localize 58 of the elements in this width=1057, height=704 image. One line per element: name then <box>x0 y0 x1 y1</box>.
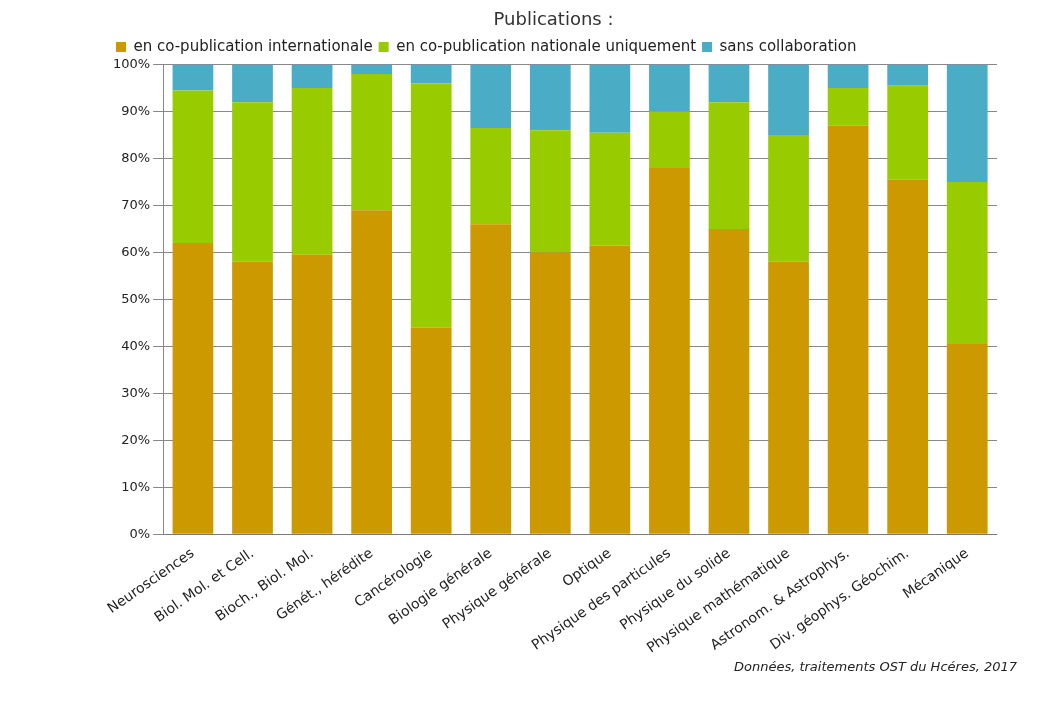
bar <box>708 64 750 103</box>
bar <box>172 64 214 91</box>
bar <box>291 254 333 534</box>
bar <box>649 167 690 534</box>
bar <box>529 64 571 131</box>
bar <box>291 64 333 89</box>
bar <box>172 243 214 534</box>
bar <box>351 64 392 74</box>
bar <box>768 135 809 262</box>
bar <box>351 73 392 211</box>
bar <box>768 261 809 534</box>
y-tick-label: 70% <box>121 196 151 212</box>
y-tick-label: 10% <box>121 478 151 494</box>
bar <box>649 64 690 112</box>
chart-title: Publications : <box>493 8 614 30</box>
bar <box>470 224 512 534</box>
bar <box>827 125 869 534</box>
bar <box>410 83 452 328</box>
y-tick-label: 80% <box>121 149 151 165</box>
y-tick-label: 40% <box>121 337 151 353</box>
bar <box>887 179 929 534</box>
legend-label: sans collaboration <box>719 36 857 55</box>
bar <box>946 64 988 183</box>
bar <box>291 88 333 255</box>
bar <box>410 64 452 84</box>
bar <box>232 102 273 262</box>
bar <box>649 111 690 168</box>
legend-label: en co-publication nationale uniquement <box>396 36 697 55</box>
y-tick-label: 60% <box>121 243 151 259</box>
bar <box>708 228 750 534</box>
y-tick-label: 30% <box>121 384 151 400</box>
bar <box>172 90 214 244</box>
bar <box>589 245 631 534</box>
bar <box>589 64 631 133</box>
bar <box>351 210 392 534</box>
bar <box>589 132 631 246</box>
bar <box>470 64 512 129</box>
bar <box>529 130 571 253</box>
bar <box>887 64 929 86</box>
bar <box>708 102 750 229</box>
bar <box>470 128 512 225</box>
bar <box>827 64 869 89</box>
bar <box>946 344 988 534</box>
bar <box>946 182 988 345</box>
y-tick-label: 50% <box>121 290 151 306</box>
bar <box>827 88 869 126</box>
y-tick-label: 100% <box>112 55 151 71</box>
text: Données, traitements OST du Hcéres, 2017 <box>733 659 1017 674</box>
legend-label: en co-publication internationale <box>133 36 373 55</box>
bar <box>529 252 571 534</box>
bar <box>232 261 273 534</box>
bar <box>232 64 273 103</box>
bar <box>410 327 452 534</box>
bar <box>887 85 929 180</box>
y-tick-label: 20% <box>121 431 151 447</box>
bar <box>768 64 809 136</box>
y-tick-label: 90% <box>121 102 151 118</box>
y-tick-label: 0% <box>129 525 151 541</box>
